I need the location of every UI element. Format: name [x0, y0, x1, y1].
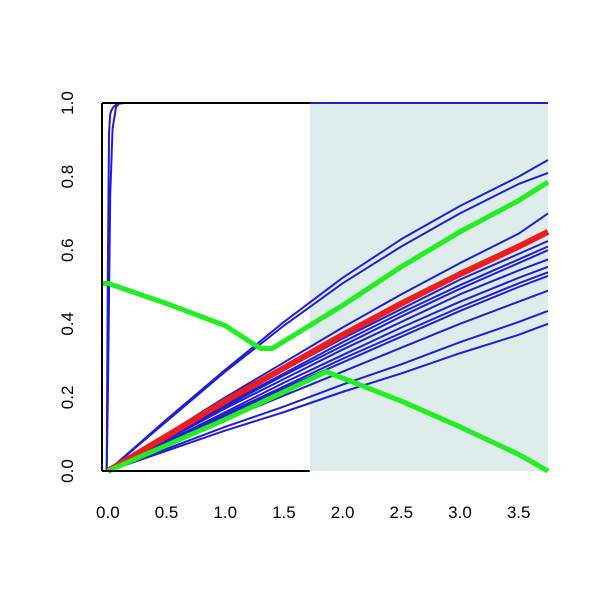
y-tick-label: 0.6: [58, 238, 77, 262]
y-tick-label: 0.0: [58, 459, 77, 483]
series-line-17: [102, 180, 550, 351]
plot-area: [101, 102, 550, 474]
y-tick-label: 1.0: [58, 91, 77, 115]
x-tick-label: 1.5: [272, 503, 296, 522]
x-tick-label: 0.5: [155, 503, 179, 522]
y-tick-label: 0.8: [58, 165, 77, 189]
y-axis: 0.0 0.2 0.4 0.6 0.8 1.0: [58, 91, 77, 483]
series-line-14: [107, 309, 549, 472]
y-tick-label: 0.4: [58, 312, 77, 336]
series-line-16: [106, 229, 550, 474]
series-line-18: [106, 369, 550, 474]
x-tick-label: 1.0: [213, 503, 237, 522]
series-layer: [102, 102, 550, 474]
series-line-11: [107, 271, 549, 472]
series-line-3: [107, 171, 549, 472]
series-line-4: [107, 159, 549, 472]
x-tick-label: 2.0: [331, 503, 355, 522]
series-line-9: [107, 258, 549, 472]
x-tick-label: 0.0: [96, 503, 120, 522]
x-axis: 0.0 0.5 1.0 1.5 2.0 2.5 3.0 3.5: [96, 503, 530, 522]
y-tick-label: 0.2: [58, 386, 77, 410]
x-tick-label: 3.5: [507, 503, 531, 522]
x-tick-label: 3.0: [448, 503, 472, 522]
x-tick-label: 2.5: [389, 503, 413, 522]
series-line-15: [107, 322, 549, 472]
